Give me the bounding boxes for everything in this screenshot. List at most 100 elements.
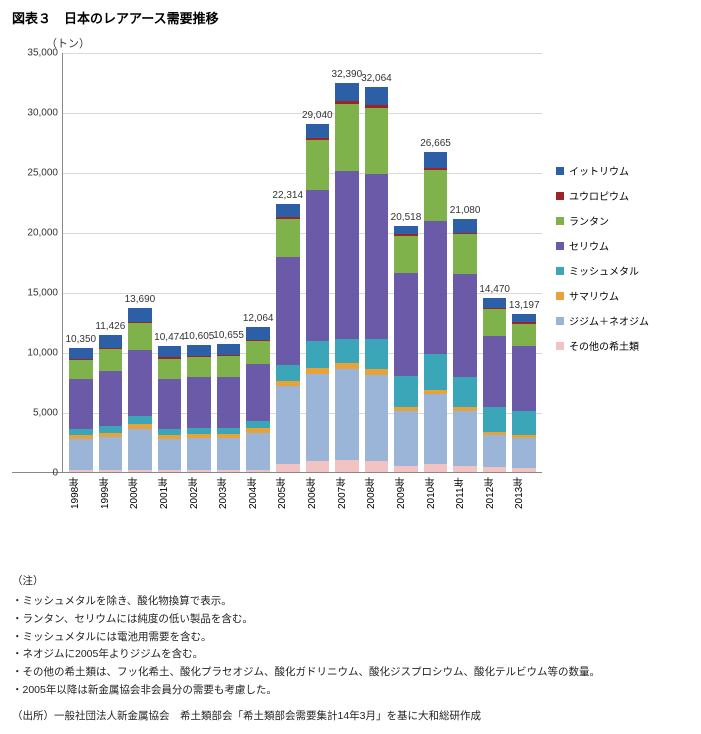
segment-lanthanum [217, 356, 241, 376]
legend-label: ユウロピウム [569, 188, 629, 203]
bar-column: 32,064 [365, 87, 389, 472]
segment-cerium [424, 221, 448, 354]
bar-total-label: 32,390 [332, 69, 363, 80]
segment-didymium [128, 429, 152, 470]
segment-lanthanum [128, 323, 152, 349]
bar-stack [69, 348, 93, 472]
segment-cerium [69, 379, 93, 429]
bar-column: 13,690 [128, 308, 152, 472]
legend-label: イットリウム [569, 163, 629, 178]
bar-total-label: 22,314 [272, 190, 303, 201]
legend-label: セリウム [569, 238, 609, 253]
bar-total-label: 32,064 [361, 73, 392, 84]
bar-column: 10,655 [217, 344, 241, 472]
x-tick-label: 2005年 [275, 473, 299, 517]
segment-cerium [99, 371, 123, 426]
segment-didymium [306, 374, 330, 462]
segment-cerium [158, 379, 182, 429]
segment-other [99, 470, 123, 472]
segment-cerium [187, 377, 211, 429]
legend-swatch [556, 217, 564, 225]
segment-didymium [158, 439, 182, 470]
segment-cerium [335, 171, 359, 339]
y-tick: 5,000 [33, 408, 58, 419]
legend-swatch [556, 242, 564, 250]
segment-didymium [394, 411, 418, 466]
segment-lanthanum [483, 309, 507, 335]
segment-didymium [276, 386, 300, 464]
bar-column: 22,314 [276, 204, 300, 472]
segment-other [365, 461, 389, 472]
segment-lanthanum [69, 360, 93, 379]
segment-yttrium [128, 308, 152, 322]
legend-item-lanthanum: ランタン [556, 213, 649, 228]
segment-cerium [217, 377, 241, 429]
note-line: ・2005年以降は新金属協会非会員分の需要も考慮した。 [12, 682, 689, 700]
note-line: ・ネオジムに2005年よりジジムを含む。 [12, 646, 689, 664]
source: （出所）一般社団法人新金属協会 希土類部会「希土類部会需要集計14年3月」を基に… [12, 708, 689, 726]
legend-item-yttrium: イットリウム [556, 163, 649, 178]
legend-swatch [556, 267, 564, 275]
bar-stack [246, 327, 270, 472]
bar-total-label: 21,080 [450, 205, 481, 216]
segment-mischmetal [276, 365, 300, 381]
y-axis: 05,00010,00015,00020,00025,00030,00035,0… [12, 53, 62, 472]
bar-stack [276, 204, 300, 472]
bar-total-label: 10,350 [65, 334, 96, 345]
bar-stack [512, 314, 536, 472]
legend: イットリウムユウロピウムランタンセリウムミッシュメタルサマリウムジジム＋ネオジム… [556, 163, 649, 363]
x-tick-label: 2008年 [364, 473, 388, 517]
notes: （注） ・ミッシュメタルを除き、酸化物換算で表示。・ランタン、セリウムには純度の… [12, 573, 689, 726]
y-tick: 20,000 [27, 228, 58, 239]
x-tick-label: 2002年 [187, 473, 211, 517]
segment-other [128, 470, 152, 472]
segment-lanthanum [99, 349, 123, 371]
plot-area: 05,00010,00015,00020,00025,00030,00035,0… [12, 53, 542, 473]
segment-mischmetal [424, 354, 448, 390]
x-tick-label: 2012年 [483, 473, 507, 517]
segment-yttrium [158, 346, 182, 357]
segment-yttrium [187, 345, 211, 356]
segment-other [453, 466, 477, 472]
x-tick-label: 2003年 [216, 473, 240, 517]
y-tick: 30,000 [27, 108, 58, 119]
bar-column: 10,605 [187, 345, 211, 472]
segment-didymium [365, 375, 389, 461]
segment-other [394, 466, 418, 472]
legend-item-europium: ユウロピウム [556, 188, 649, 203]
segment-mischmetal [306, 341, 330, 367]
segment-cerium [306, 190, 330, 341]
segment-didymium [453, 411, 477, 466]
segment-lanthanum [335, 104, 359, 171]
bar-total-label: 11,426 [95, 321, 125, 332]
bar-column: 26,665 [424, 152, 448, 472]
segment-mischmetal [512, 411, 536, 435]
segment-yttrium [69, 348, 93, 359]
legend-label: サマリウム [569, 288, 619, 303]
y-tick: 10,000 [27, 348, 58, 359]
x-tick-label: 1998年 [68, 473, 92, 517]
x-axis-labels: 1998年1999年2000年2001年2002年2003年2004年2005年… [62, 473, 542, 517]
segment-lanthanum [306, 140, 330, 190]
segment-yttrium [99, 335, 123, 348]
bar-stack [365, 87, 389, 472]
segment-other [335, 460, 359, 472]
bar-total-label: 14,470 [479, 284, 510, 295]
segment-yttrium [365, 87, 389, 105]
chart: 05,00010,00015,00020,00025,00030,00035,0… [12, 53, 689, 517]
segment-mischmetal [99, 426, 123, 433]
bar-stack [128, 308, 152, 472]
bar-stack [187, 345, 211, 472]
bar-column: 29,040 [306, 124, 330, 472]
bar-total-label: 10,655 [213, 330, 244, 341]
bar-stack [394, 226, 418, 472]
segment-didymium [217, 438, 241, 470]
segment-didymium [335, 369, 359, 460]
segment-other [483, 467, 507, 472]
bar-column: 13,197 [512, 314, 536, 472]
segment-yttrium [217, 344, 241, 355]
legend-item-didymium: ジジム＋ネオジム [556, 313, 649, 328]
y-tick: 0 [52, 468, 58, 479]
bar-stack [335, 83, 359, 472]
x-tick-label: 2009年 [394, 473, 418, 517]
